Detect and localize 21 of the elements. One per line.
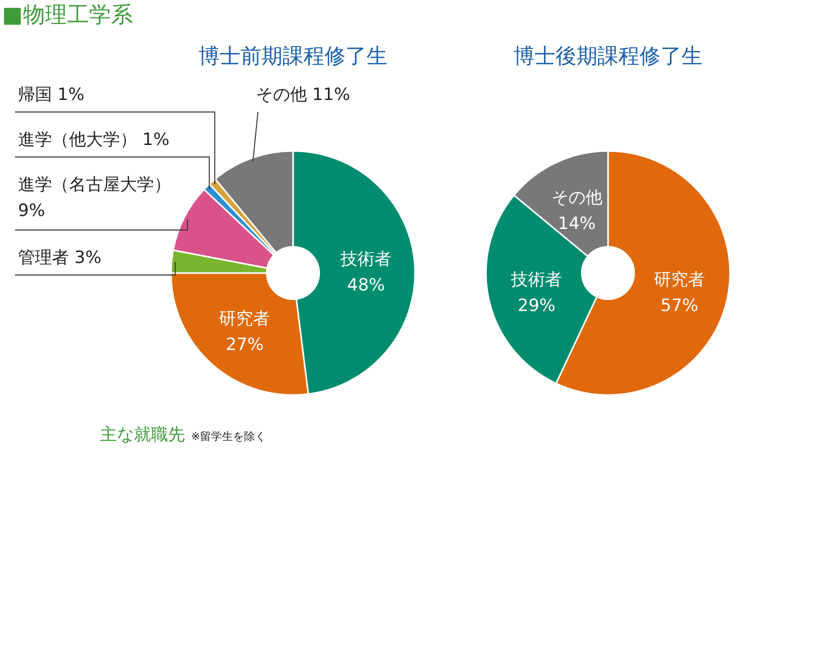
slice-label: 進学（名古屋大学） [18,175,171,195]
slice-label: 技術者 [340,249,392,270]
slice-label: 管理者 3% [18,248,102,268]
data-label: 57% [660,296,698,316]
slice-label: 進学（他大学） 1% [18,130,170,150]
slice-label: 帰国 1% [18,85,84,105]
data-label: 27% [226,334,264,355]
data-label: 29% [518,296,556,316]
chart-title: 博士後期課程修了生 [514,44,702,68]
text: ■物理工学系 [2,3,133,28]
data-label: 9% [18,201,45,221]
text: ※留学生を除く [191,430,266,443]
slice-label: 研究者 [654,270,705,290]
slice-label: 技術者 [510,270,562,290]
data-label: 48% [347,275,385,296]
data-label: 14% [558,214,596,234]
slice-label: 研究者 [219,308,270,329]
slice-label: その他 [551,188,602,208]
text: 主な就職先 [100,425,185,445]
chart-title: 博士前期課程修了生 [198,44,388,68]
slice-label: その他 11% [256,85,350,105]
